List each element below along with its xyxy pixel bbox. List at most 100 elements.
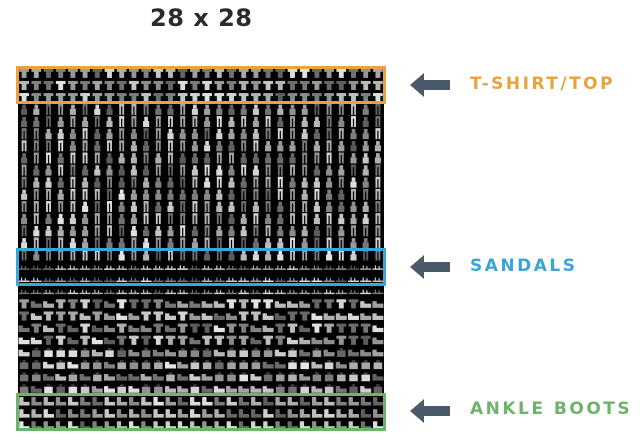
- sample-image: [372, 289, 384, 295]
- sample-image: [143, 238, 150, 249]
- sample-image: [91, 289, 103, 295]
- sample-image: [55, 323, 66, 333]
- sample-image: [373, 409, 384, 418]
- sample-image: [216, 213, 222, 225]
- sample-image: [180, 225, 186, 237]
- sample-image: [375, 176, 381, 188]
- sample-image: [238, 409, 250, 418]
- sample-image: [252, 116, 259, 128]
- sample-image: [213, 301, 225, 308]
- sample-image: [335, 361, 347, 369]
- sample-image: [21, 189, 28, 200]
- sample-image: [118, 177, 125, 188]
- sample-image: [360, 80, 371, 91]
- sample-image: [338, 165, 345, 176]
- sample-image: [129, 93, 139, 103]
- sample-image: [180, 164, 186, 176]
- sample-image: [338, 141, 345, 152]
- sample-image: [287, 265, 298, 270]
- sample-image: [265, 250, 272, 261]
- sample-image: [238, 299, 249, 309]
- sample-image: [166, 372, 175, 382]
- sample-image: [177, 80, 188, 91]
- sample-image: [350, 250, 357, 261]
- sample-image: [80, 409, 91, 418]
- sample-image: [82, 165, 89, 176]
- sample-image: [155, 201, 162, 212]
- sample-image: [287, 277, 298, 283]
- sample-image: [94, 152, 100, 164]
- sample-image: [274, 349, 286, 357]
- sample-image: [214, 421, 225, 430]
- sample-image: [314, 104, 320, 115]
- sample-image: [226, 289, 237, 295]
- sample-image: [215, 372, 224, 382]
- sample-image: [30, 313, 42, 320]
- sample-image: [226, 323, 237, 333]
- sample-image: [312, 299, 322, 309]
- sample-image: [226, 265, 237, 270]
- sample-image: [58, 104, 64, 115]
- sample-image: [326, 116, 332, 128]
- sample-image: [68, 299, 78, 309]
- sample-image: [117, 360, 126, 370]
- sample-image: [94, 225, 100, 237]
- sample-image: [33, 116, 40, 128]
- sample-image: [202, 347, 212, 357]
- sample-image: [165, 349, 176, 357]
- sample-image: [180, 237, 186, 249]
- sample-image: [190, 421, 201, 430]
- sample-image: [91, 265, 103, 270]
- sample-image: [118, 153, 125, 164]
- sample-image: [55, 335, 66, 345]
- sample-image: [238, 421, 250, 430]
- sample-image: [155, 128, 161, 140]
- sample-image: [302, 140, 308, 152]
- sample-image: [302, 201, 308, 212]
- sample-image: [177, 289, 189, 295]
- sample-image: [201, 277, 213, 283]
- sample-image: [168, 213, 173, 225]
- sample-image: [324, 372, 334, 382]
- sample-image: [216, 116, 222, 128]
- sample-image: [373, 384, 383, 394]
- sample-image: [326, 177, 333, 188]
- sample-image: [191, 141, 198, 152]
- sample-image: [152, 289, 164, 295]
- sample-image: [216, 201, 223, 212]
- sample-image: [141, 347, 151, 357]
- sample-image: [43, 373, 54, 381]
- sample-image: [67, 265, 79, 270]
- sample-image: [190, 360, 200, 370]
- sample-image: [19, 360, 29, 370]
- sample-image: [324, 421, 335, 430]
- sample-image: [265, 201, 271, 212]
- sample-image: [216, 237, 222, 249]
- sample-image: [252, 201, 259, 212]
- sample-image: [190, 384, 200, 394]
- sample-image: [336, 409, 347, 418]
- sample-image: [56, 384, 65, 394]
- sample-image: [129, 409, 140, 418]
- sample-image: [94, 177, 101, 188]
- sample-image: [216, 225, 223, 237]
- sample-image: [277, 238, 284, 249]
- sample-image: [56, 360, 65, 370]
- sample-image: [116, 335, 127, 345]
- sample-image: [374, 153, 381, 164]
- sample-image: [311, 289, 323, 295]
- sample-image: [190, 347, 200, 357]
- sample-image: [360, 289, 372, 295]
- sample-image: [360, 335, 371, 345]
- sample-image: [155, 213, 161, 225]
- sample-image: [140, 277, 152, 283]
- sample-image: [265, 164, 271, 176]
- sample-image: [360, 313, 372, 320]
- sample-image: [375, 225, 381, 237]
- sample-image: [57, 153, 64, 164]
- sample-image: [202, 68, 212, 78]
- sample-image: [106, 104, 113, 115]
- sample-image: [326, 165, 333, 176]
- sample-image: [19, 397, 30, 406]
- sample-image: [300, 384, 309, 394]
